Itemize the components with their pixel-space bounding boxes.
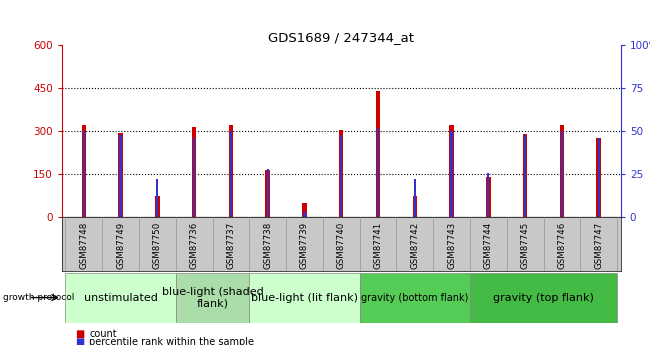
Bar bbox=[250, 273, 359, 323]
Text: GSM87747: GSM87747 bbox=[594, 221, 603, 269]
Text: GSM87748: GSM87748 bbox=[79, 221, 88, 269]
Text: GSM87744: GSM87744 bbox=[484, 221, 493, 269]
Bar bbox=[488, 172, 489, 217]
Text: GSM87743: GSM87743 bbox=[447, 221, 456, 269]
Text: GSM87737: GSM87737 bbox=[226, 221, 235, 269]
Bar bbox=[413, 196, 417, 217]
Text: blue-light (lit flank): blue-light (lit flank) bbox=[251, 293, 358, 303]
Bar bbox=[266, 169, 269, 217]
Bar bbox=[304, 212, 306, 217]
Bar bbox=[156, 179, 159, 217]
Text: GSM87742: GSM87742 bbox=[410, 221, 419, 269]
Bar bbox=[449, 125, 454, 217]
Text: GSM87740: GSM87740 bbox=[337, 221, 346, 269]
Bar bbox=[486, 177, 491, 217]
Bar bbox=[230, 131, 232, 217]
Bar bbox=[413, 179, 416, 217]
Bar bbox=[82, 125, 86, 217]
Text: GSM87750: GSM87750 bbox=[153, 221, 162, 269]
Text: GSM87739: GSM87739 bbox=[300, 221, 309, 269]
Bar bbox=[450, 131, 452, 217]
Text: gravity (top flank): gravity (top flank) bbox=[493, 293, 594, 303]
Text: unstimulated: unstimulated bbox=[84, 293, 157, 303]
Text: GSM87749: GSM87749 bbox=[116, 221, 125, 269]
Text: percentile rank within the sample: percentile rank within the sample bbox=[89, 337, 254, 345]
Bar bbox=[118, 132, 123, 217]
Text: GSM87745: GSM87745 bbox=[521, 221, 530, 269]
Bar bbox=[192, 127, 196, 217]
Bar bbox=[597, 138, 601, 217]
Bar bbox=[470, 273, 617, 323]
Bar bbox=[66, 273, 176, 323]
Bar bbox=[155, 196, 160, 217]
Text: ■: ■ bbox=[75, 329, 84, 339]
Bar bbox=[176, 273, 250, 323]
Bar bbox=[265, 170, 270, 217]
Text: GSM87738: GSM87738 bbox=[263, 221, 272, 269]
Bar bbox=[377, 128, 379, 217]
Text: GSM87736: GSM87736 bbox=[190, 221, 199, 269]
Text: GSM87741: GSM87741 bbox=[374, 221, 383, 269]
Bar bbox=[560, 125, 564, 217]
Bar bbox=[302, 203, 307, 217]
Text: count: count bbox=[89, 329, 117, 339]
Bar bbox=[339, 130, 343, 217]
Bar bbox=[524, 135, 526, 217]
Bar bbox=[83, 131, 85, 217]
Text: blue-light (shaded
flank): blue-light (shaded flank) bbox=[162, 287, 263, 308]
Title: GDS1689 / 247344_at: GDS1689 / 247344_at bbox=[268, 31, 414, 44]
Bar bbox=[597, 138, 600, 217]
Text: gravity (bottom flank): gravity (bottom flank) bbox=[361, 293, 469, 303]
Bar bbox=[359, 273, 470, 323]
Text: GSM87746: GSM87746 bbox=[558, 221, 566, 269]
Bar bbox=[120, 135, 122, 217]
Bar bbox=[523, 134, 527, 217]
Text: ■: ■ bbox=[75, 337, 84, 345]
Bar bbox=[229, 125, 233, 217]
Bar bbox=[561, 131, 563, 217]
Bar bbox=[376, 91, 380, 217]
Bar bbox=[340, 135, 343, 217]
Bar bbox=[193, 138, 195, 217]
Text: growth protocol: growth protocol bbox=[3, 293, 75, 302]
